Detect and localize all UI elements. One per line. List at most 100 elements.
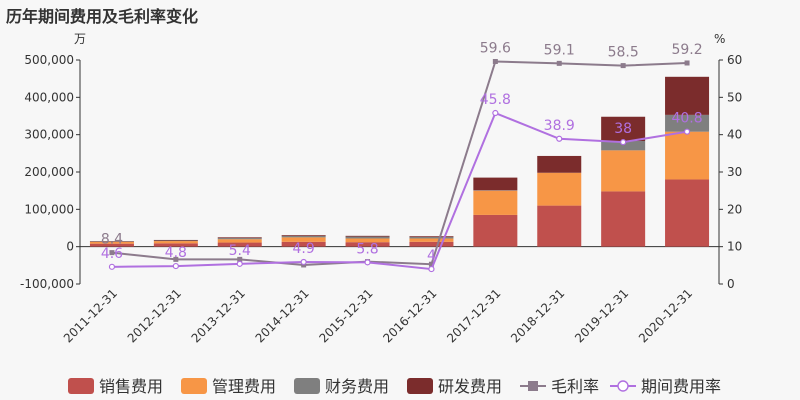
bar-财务费用 [153, 240, 198, 242]
bar-研发费用 [345, 235, 390, 237]
x-tick-label: 2013-12-31 [189, 286, 248, 345]
bar-销售费用 [665, 179, 710, 247]
bar-财务费用 [665, 114, 710, 132]
data-label-毛利率: 59.2 [671, 42, 702, 58]
bar-管理费用 [409, 238, 454, 242]
legend-label-销售费用: 销售费用 [99, 377, 163, 396]
bar-销售费用 [601, 191, 646, 247]
right-tick-label: 20 [727, 202, 742, 216]
data-label-期间费用率: 45.8 [480, 92, 511, 108]
bar-销售费用 [281, 241, 326, 247]
marker-期间费用率 [300, 258, 307, 266]
bar-管理费用 [537, 172, 582, 206]
bar-管理费用 [345, 238, 390, 243]
left-tick-label: 300,000 [24, 128, 74, 142]
data-label-期间费用率: 38 [614, 121, 632, 137]
data-label-毛利率: 59.6 [480, 40, 511, 56]
x-tick-label: 2019-12-31 [572, 286, 631, 345]
bar-财务费用 [217, 238, 262, 240]
bar-研发费用 [409, 236, 454, 237]
data-label-毛利率: 8.4 [101, 232, 123, 248]
marker-毛利率 [620, 63, 626, 69]
right-unit-label: % [714, 32, 725, 46]
chart-title: 历年期间费用及毛利率变化 [6, 7, 199, 26]
marker-毛利率 [173, 256, 179, 262]
marker-毛利率 [237, 256, 243, 262]
legend-marker-期间费用率 [617, 380, 629, 392]
x-tick-label: 2015-12-31 [316, 286, 375, 345]
bar-研发费用 [473, 177, 518, 191]
right-tick-label: 30 [727, 165, 742, 179]
marker-毛利率 [109, 250, 115, 256]
bar-管理费用 [153, 241, 198, 244]
marker-期间费用率 [428, 265, 435, 273]
bar-销售费用 [345, 242, 390, 247]
bar-研发费用 [601, 116, 646, 142]
legend-swatch-财务费用 [294, 378, 320, 394]
legend-swatch-研发费用 [407, 378, 433, 394]
bar-研发费用 [217, 237, 262, 239]
data-label-期间费用率: 40.8 [671, 111, 702, 127]
data-label-期间费用率: 4 [427, 248, 436, 264]
legend-swatch-销售费用 [68, 378, 94, 394]
marker-期间费用率 [364, 259, 371, 266]
bar-管理费用 [665, 131, 710, 180]
line-期间费用率 [111, 111, 688, 271]
marker-毛利率 [556, 60, 562, 66]
right-tick-label: 0 [727, 277, 735, 291]
data-label-期间费用率: 4.9 [293, 241, 315, 257]
bar-财务费用 [345, 236, 390, 239]
bar-销售费用 [473, 214, 518, 247]
bar-管理费用 [281, 237, 326, 242]
legend-label-研发费用: 研发费用 [438, 377, 502, 396]
bar-管理费用 [217, 239, 262, 243]
marker-毛利率 [492, 58, 498, 64]
marker-期间费用率 [492, 109, 499, 117]
marker-期间费用率 [236, 260, 243, 267]
right-tick-label: 50 [727, 90, 742, 104]
data-label-期间费用率: 4.8 [165, 245, 187, 261]
bar-财务费用 [281, 235, 326, 238]
legend-label-毛利率: 毛利率 [551, 377, 599, 396]
bar-财务费用 [601, 141, 646, 151]
bar-销售费用 [217, 242, 262, 247]
bar-研发费用 [153, 239, 198, 241]
x-tick-label: 2018-12-31 [508, 286, 567, 345]
data-label-期间费用率: 5.8 [356, 241, 378, 257]
marker-毛利率 [684, 60, 690, 66]
right-tick-label: 60 [727, 53, 742, 67]
x-tick-label: 2014-12-31 [253, 286, 312, 345]
marker-期间费用率 [683, 128, 691, 135]
x-tick-label: 2012-12-31 [125, 286, 184, 345]
right-tick-label: 10 [727, 240, 742, 254]
bar-研发费用 [537, 155, 582, 173]
bar-财务费用 [409, 236, 454, 239]
data-label-期间费用率: 38.9 [544, 118, 575, 134]
bar-销售费用 [89, 243, 134, 247]
x-tick-label: 2016-12-31 [380, 286, 439, 345]
left-tick-label: 400,000 [24, 90, 74, 104]
data-label-毛利率: 59.1 [544, 42, 575, 58]
legend-swatch-管理费用 [181, 378, 207, 394]
x-tick-label: 2017-12-31 [444, 286, 503, 345]
bar-研发费用 [281, 235, 326, 236]
left-tick-label: 100,000 [24, 202, 74, 216]
left-tick-label: 500,000 [24, 53, 74, 67]
marker-期间费用率 [172, 262, 179, 270]
bar-管理费用 [89, 241, 134, 244]
marker-期间费用率 [556, 135, 563, 142]
legend-label-期间费用率: 期间费用率 [641, 377, 721, 396]
x-tick-label: 2020-12-31 [636, 286, 695, 345]
bar-销售费用 [409, 241, 454, 247]
left-tick-label: 0 [66, 240, 74, 254]
marker-期间费用率 [620, 139, 627, 146]
marker-期间费用率 [108, 263, 116, 270]
bar-管理费用 [601, 150, 646, 192]
bar-销售费用 [153, 243, 198, 247]
marker-毛利率 [428, 261, 434, 267]
bar-管理费用 [473, 190, 518, 215]
data-label-期间费用率: 4.6 [101, 246, 123, 262]
left-tick-label: 200,000 [24, 165, 74, 179]
bar-研发费用 [665, 76, 710, 115]
